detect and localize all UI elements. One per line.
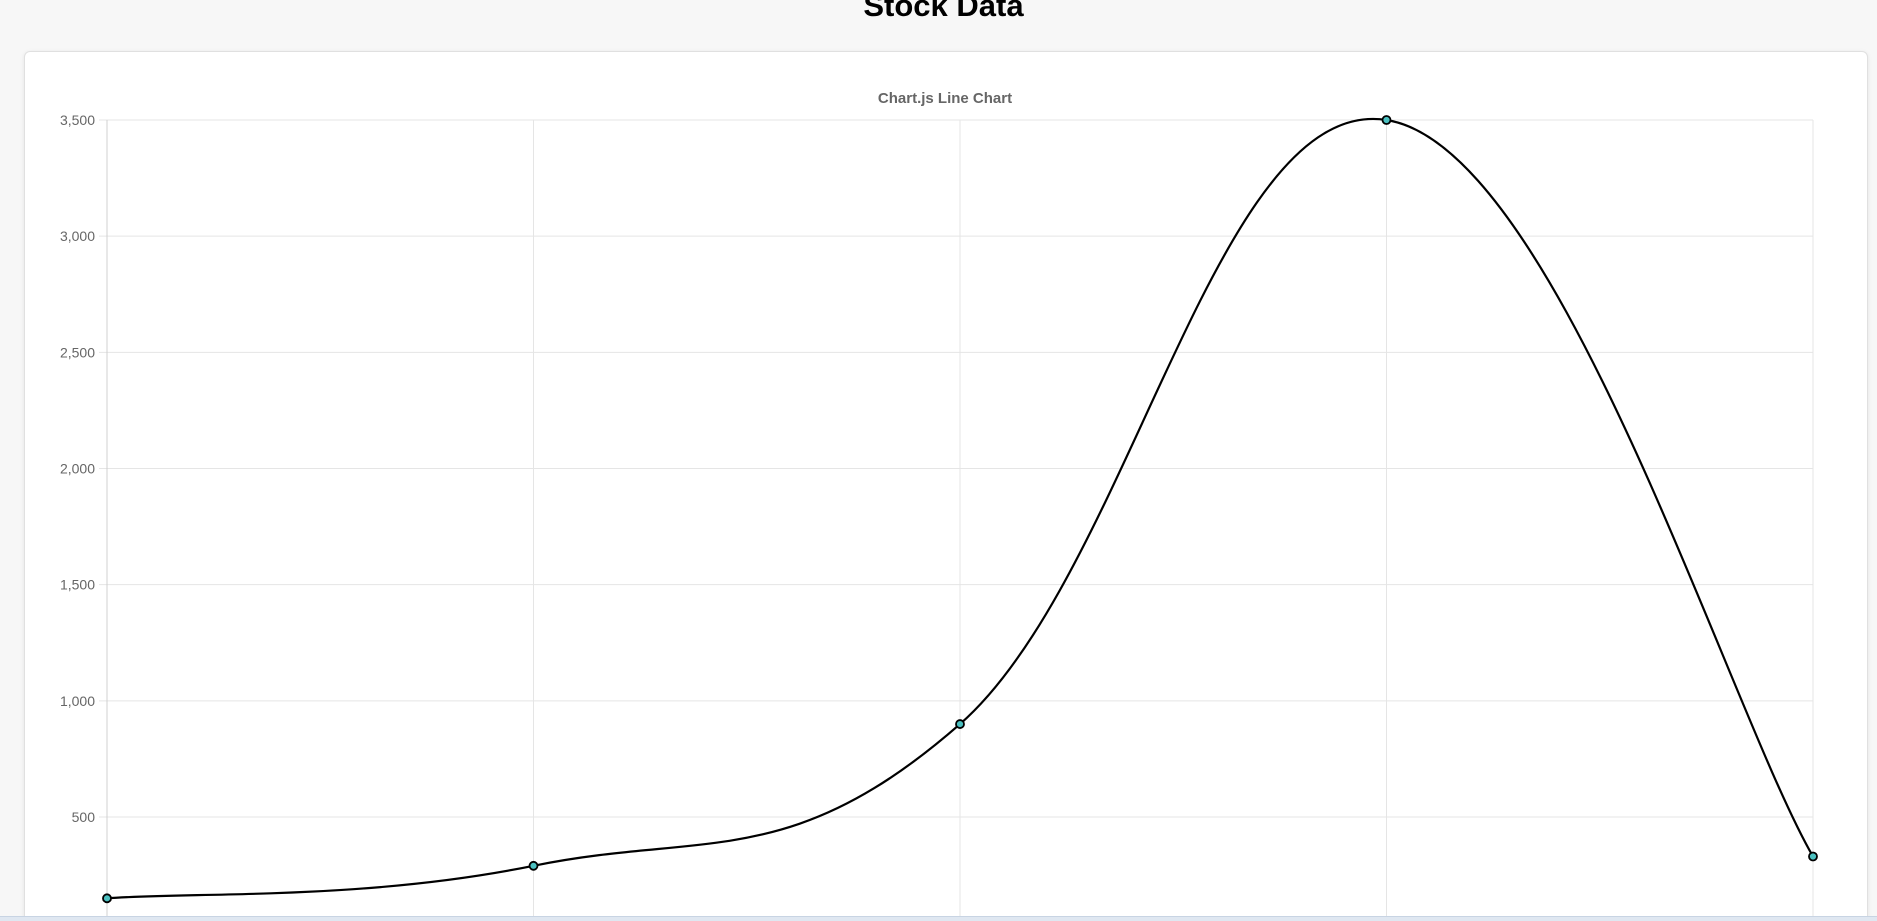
- data-point[interactable]: [102, 893, 112, 904]
- line-chart: Chart.js Line Chart 500 1,000 1,500 2,000 2,…: [60, 90, 1818, 921]
- page-title: Stock Data: [863, 0, 1024, 23]
- y-tick-label: 3,000: [60, 228, 95, 244]
- y-tick-label: 2,000: [60, 461, 95, 477]
- y-tick-label: 3,500: [60, 112, 95, 128]
- data-point[interactable]: [528, 860, 539, 871]
- y-axis: 500 1,000 1,500 2,000 2,500 3,000 3,500: [60, 112, 95, 825]
- chart-grid: [99, 119, 1814, 921]
- chart-card: Chart.js Line Chart 500 1,000 1,500 2,000 2,…: [24, 51, 1868, 921]
- y-tick-label: 500: [72, 809, 96, 825]
- data-point[interactable]: [955, 719, 965, 729]
- series-layer: [102, 115, 1818, 904]
- y-tick-label: 2,500: [60, 344, 95, 360]
- data-point[interactable]: [1381, 115, 1392, 125]
- y-tick-label: 1,000: [60, 693, 95, 709]
- window-bottom-edge: [0, 916, 1877, 921]
- y-tick-label: 1,500: [60, 577, 95, 593]
- data-point[interactable]: [1808, 851, 1818, 862]
- chart-title: Chart.js Line Chart: [878, 90, 1012, 107]
- series-line: [106, 117, 1814, 900]
